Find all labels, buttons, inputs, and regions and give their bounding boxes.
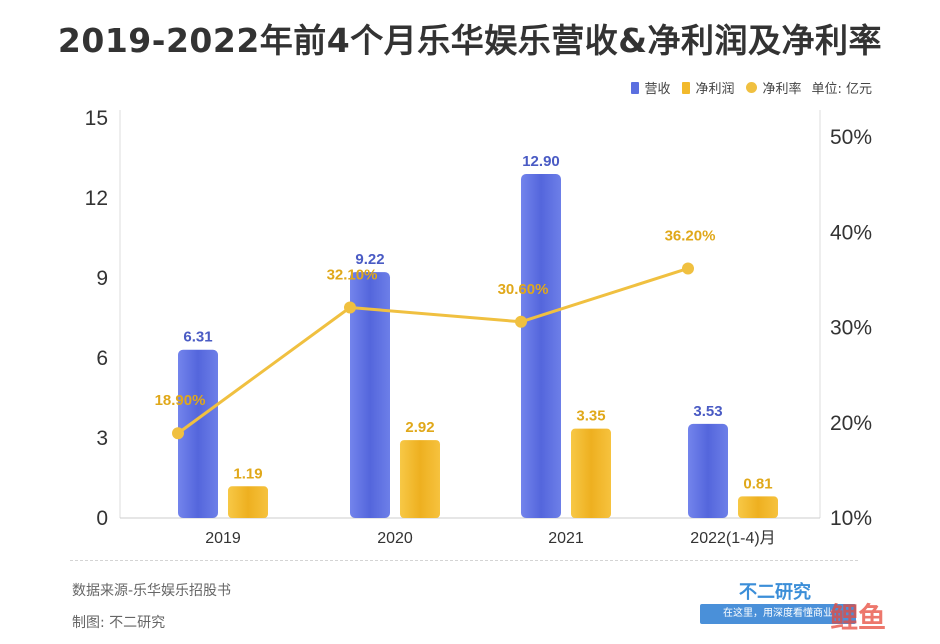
revenue-data-label: 3.53: [693, 403, 722, 420]
unit-label: 单位: 亿元: [811, 82, 872, 97]
legend-swatch-net-profit: [682, 81, 691, 94]
y-right-tick-label: 30%: [830, 317, 872, 340]
legend-swatch-net-margin: [746, 82, 758, 93]
x-tick-label: 2020: [377, 530, 413, 547]
y-left-tick-label: 3: [96, 427, 108, 450]
net-profit-data-label: 2.92: [405, 419, 434, 436]
revenue-bar: [350, 272, 390, 518]
x-tick-label: 2021: [548, 530, 584, 547]
maker-text: 制图: 不二研究: [72, 615, 166, 631]
y-left-tick-label: 6: [96, 347, 108, 370]
net-margin-data-label: 30.60%: [498, 281, 549, 298]
net-profit-bar: [571, 428, 611, 518]
watermark-logo: 鲤鱼: [830, 601, 887, 634]
y-right-tick-label: 40%: [830, 221, 872, 244]
net-margin-data-label: 32.10%: [327, 266, 378, 283]
y-right-tick-label: 10%: [830, 507, 872, 530]
net-profit-bar: [738, 496, 778, 518]
legend-label-net-profit: 净利润: [695, 82, 735, 97]
net-margin-line: [177, 267, 689, 435]
y-left-tick-label: 12: [85, 187, 108, 210]
net-profit-data-label: 0.81: [743, 475, 772, 492]
chart-title: 2019-2022年前4个月乐华娱乐营收&净利润及净利率: [57, 21, 883, 60]
x-tick-label: 2022(1-4)月: [690, 530, 775, 547]
revenue-bar: [521, 174, 561, 518]
y-right-tick-label: 50%: [830, 126, 872, 149]
brand-name: 不二研究: [739, 582, 811, 603]
legend: 营收 净利润 净利率 单位: 亿元: [619, 78, 872, 97]
legend-swatch-revenue: [631, 81, 640, 94]
legend-item-net-margin: 净利率: [746, 78, 801, 97]
net-margin-data-label: 36.20%: [665, 227, 716, 244]
revenue-data-label: 9.22: [355, 251, 384, 268]
legend-label-net-margin: 净利率: [762, 82, 802, 97]
net-margin-data-label: 18.90%: [155, 392, 206, 409]
revenue-bar: [688, 423, 728, 518]
legend-item-net-profit: 净利润: [682, 78, 734, 97]
brand-slogan: 在这里，用深度看懂商业: [700, 604, 856, 624]
footer-divider: [70, 560, 858, 561]
net-margin-point: [682, 262, 694, 275]
y-left-tick-label: 15: [85, 107, 108, 130]
legend-label-revenue: 营收: [644, 82, 671, 97]
net-profit-bar: [228, 486, 268, 518]
revenue-bar: [178, 349, 218, 518]
x-tick-label: 2019: [205, 530, 241, 547]
y-left-tick-label: 0: [96, 507, 108, 530]
revenue-data-label: 12.90: [522, 153, 560, 170]
net-profit-data-label: 1.19: [233, 465, 262, 482]
net-margin-point: [172, 427, 184, 440]
y-left-tick-label: 9: [96, 267, 108, 290]
y-right-tick-label: 20%: [830, 412, 872, 435]
net-margin-point: [515, 315, 527, 328]
legend-item-revenue: 营收: [631, 78, 670, 97]
source-text: 数据来源-乐华娱乐招股书: [72, 583, 232, 599]
net-margin-point: [344, 301, 356, 314]
net-profit-bar: [400, 440, 440, 518]
net-profit-data-label: 3.35: [576, 408, 605, 425]
revenue-data-label: 6.31: [183, 329, 212, 346]
